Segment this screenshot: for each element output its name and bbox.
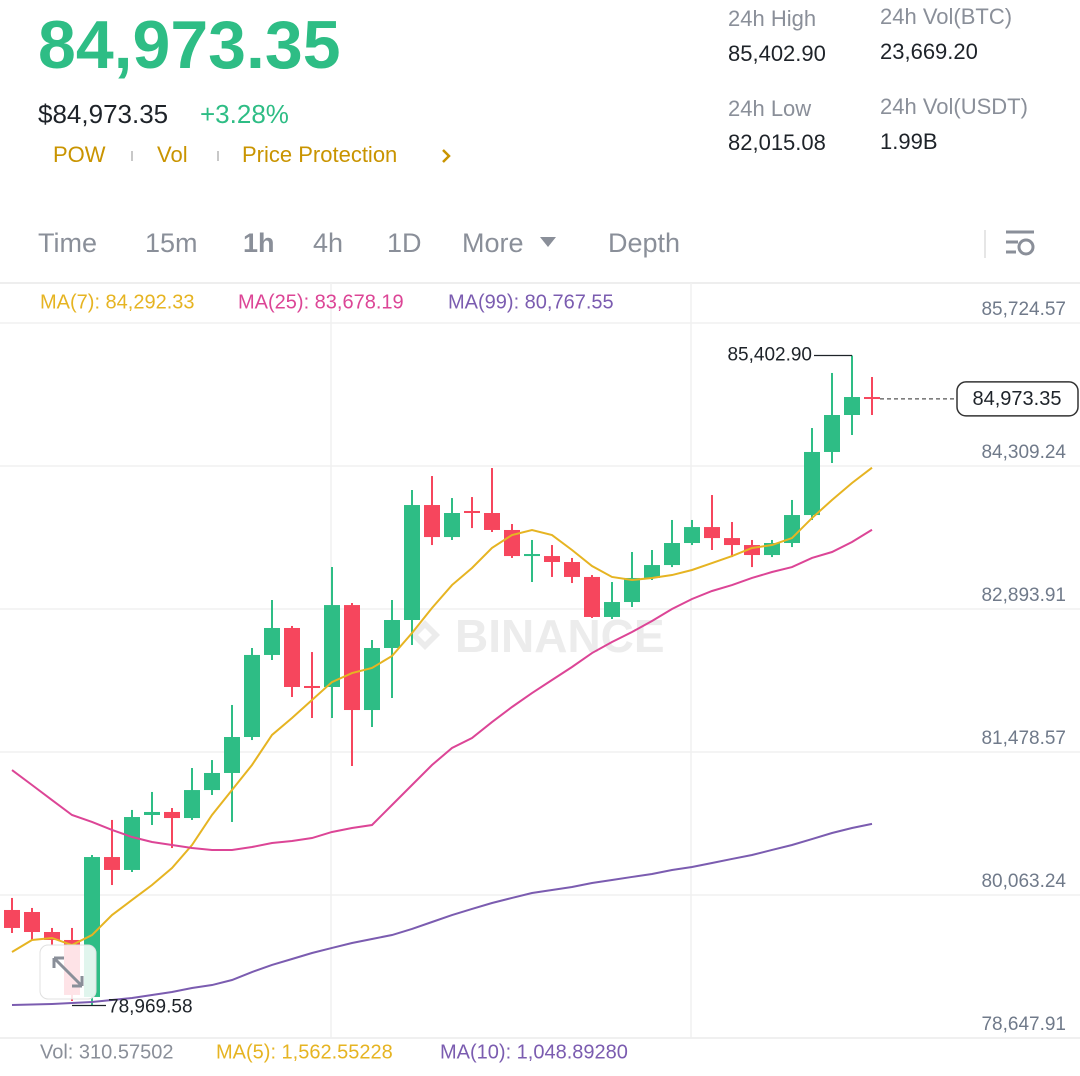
candle-body xyxy=(704,527,720,539)
y-tick-label: 78,647.91 xyxy=(981,1014,1066,1035)
price-change: +3.28% xyxy=(200,99,289,129)
stat-value: 1.99B xyxy=(880,129,938,154)
candle-body xyxy=(364,647,380,711)
candle-body xyxy=(384,620,400,648)
candle-body xyxy=(624,577,640,603)
high-marker-label: 85,402.90 xyxy=(727,345,812,366)
tag[interactable]: POW xyxy=(53,142,106,167)
candle-body xyxy=(544,556,560,563)
legend-entry: MA(25): 83,678.19 xyxy=(238,291,404,313)
volume-legend: MA(10): 1,048.89280 xyxy=(440,1041,628,1063)
stat-label: 24h Vol(USDT) xyxy=(880,94,1028,119)
y-tick-label: 82,893.91 xyxy=(981,585,1066,606)
last-price: 84,973.35 xyxy=(38,7,341,83)
volume-legend: Vol: 310.57502 xyxy=(40,1041,173,1063)
candle-body xyxy=(284,627,300,687)
stat-value: 82,015.08 xyxy=(728,130,826,155)
candle-body xyxy=(444,513,460,538)
chevron-icon[interactable] xyxy=(442,149,451,163)
tag[interactable]: Price Protection xyxy=(242,142,397,167)
settings-icon[interactable] xyxy=(1006,230,1035,256)
candle-body xyxy=(664,543,680,566)
candle-body xyxy=(804,451,820,516)
candle-body xyxy=(104,857,120,870)
candle-body xyxy=(484,513,500,530)
chart: MA(7): 84,292.33 MA(25): 83,678.19 MA(99):… xyxy=(0,291,1080,1063)
candle-body xyxy=(144,811,160,816)
candle-body xyxy=(44,932,60,940)
legend-entry: MA(99): 80,767.55 xyxy=(448,291,614,313)
candle-body xyxy=(524,554,540,557)
y-tick-label: 81,478.57 xyxy=(981,728,1066,749)
candle-body xyxy=(564,562,580,577)
candle-body xyxy=(604,602,620,617)
candle-body xyxy=(204,772,220,791)
candle-body xyxy=(164,811,180,819)
ma-line xyxy=(11,466,873,953)
candle-body xyxy=(644,565,660,578)
candle-body xyxy=(584,576,600,617)
candle-body xyxy=(844,397,860,416)
y-tick-label: 85,724.57 xyxy=(981,299,1066,320)
y-tick-label: 80,063.24 xyxy=(981,871,1066,892)
watermark: BINANCE xyxy=(455,610,665,662)
tab[interactable]: 15m xyxy=(145,228,198,258)
stat-value: 23,669.20 xyxy=(880,39,978,64)
candle-body xyxy=(864,397,880,400)
candle-body xyxy=(224,737,240,773)
legend-entry: MA(7): 84,292.33 xyxy=(40,291,195,313)
candle-body xyxy=(744,545,760,556)
candle-body xyxy=(184,790,200,819)
candle-body xyxy=(304,685,320,689)
tab[interactable]: 4h xyxy=(313,228,343,258)
tab[interactable]: 1D xyxy=(387,228,422,258)
candle-body xyxy=(464,510,480,514)
last-price-label: 84,973.35 xyxy=(973,388,1062,410)
candle-body xyxy=(784,515,800,544)
candle-body xyxy=(124,817,140,870)
stat-label: 24h Vol(BTC) xyxy=(880,4,1012,29)
candle-body xyxy=(244,654,260,738)
candle-body xyxy=(344,605,360,711)
expand-icon xyxy=(52,956,84,988)
low-marker-label: 78,969.58 xyxy=(108,997,193,1018)
volume-legend: MA(5): 1,562.55228 xyxy=(216,1041,393,1063)
candle-body xyxy=(24,911,40,933)
stat-label: 24h Low xyxy=(728,96,811,121)
dropdown-icon[interactable] xyxy=(540,237,556,247)
candle-body xyxy=(724,538,740,546)
stat-label: 24h High xyxy=(728,6,816,31)
y-tick-label: 84,309.24 xyxy=(981,442,1066,463)
candle-body xyxy=(4,909,20,928)
candle-body xyxy=(264,627,280,655)
candle-body xyxy=(324,605,340,687)
tab[interactable]: Time xyxy=(38,228,97,258)
candle-body xyxy=(684,527,700,544)
tag[interactable]: Vol xyxy=(157,142,188,167)
tab[interactable]: More xyxy=(462,228,524,258)
tab[interactable]: Depth xyxy=(608,228,680,258)
ma-line xyxy=(11,822,873,1006)
tab[interactable]: 1h xyxy=(243,228,275,258)
stat-value: 85,402.90 xyxy=(728,41,826,66)
candle-body xyxy=(424,505,440,538)
ma-line xyxy=(11,528,873,851)
fiat-price: $84,973.35 xyxy=(38,99,168,129)
candle-body xyxy=(404,505,420,621)
candle-body xyxy=(824,415,840,452)
last-price-box xyxy=(956,381,1079,417)
